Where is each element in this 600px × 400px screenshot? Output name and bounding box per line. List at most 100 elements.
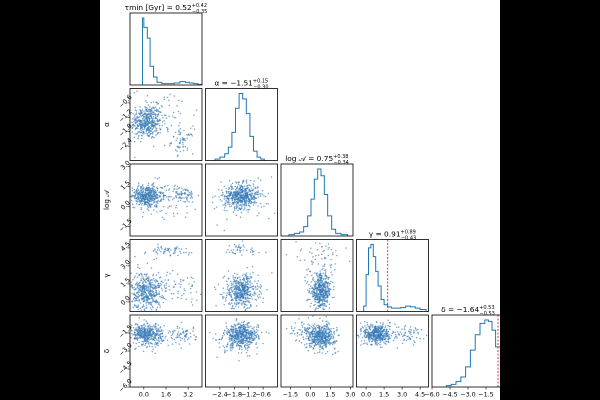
- sample-point: [320, 298, 322, 301]
- sample-point: [149, 281, 151, 283]
- sample-point: [312, 333, 315, 335]
- sample-point: [227, 197, 230, 200]
- sample-point: [314, 300, 317, 303]
- sample-point: [318, 325, 321, 328]
- sample-point: [254, 332, 257, 334]
- sample-point: [331, 281, 334, 283]
- sample-point: [143, 284, 146, 286]
- sample-point: [323, 298, 326, 301]
- sample-point: [231, 199, 234, 201]
- sample-point: [317, 307, 319, 310]
- sample-point: [162, 198, 165, 201]
- sample-point: [174, 184, 176, 187]
- sample-point: [329, 338, 331, 341]
- sample-point: [255, 193, 258, 196]
- sample-point: [323, 282, 325, 284]
- sample-point: [152, 202, 155, 204]
- sample-point: [222, 193, 224, 195]
- sample-point: [251, 341, 253, 344]
- sample-point: [163, 195, 165, 197]
- sample-point: [144, 291, 146, 294]
- sample-point: [240, 300, 242, 302]
- sample-point: [141, 340, 143, 343]
- sample-point: [265, 331, 268, 333]
- sample-point: [176, 145, 178, 147]
- sample-point: [310, 338, 313, 340]
- sample-point: [228, 293, 231, 296]
- sample-point: [232, 211, 235, 213]
- sample-point: [236, 284, 238, 287]
- corner-plot-figure: τmin [Gyr] = 0.52+0.42 −0.35 −2.4 −1.8 −1.2−…: [100, 0, 500, 400]
- sample-point: [173, 215, 175, 217]
- sample-point: [257, 326, 260, 329]
- sample-point: [320, 286, 322, 288]
- sample-point: [314, 344, 317, 346]
- sample-point: [388, 325, 391, 328]
- sample-point: [246, 355, 249, 357]
- sample-point: [177, 99, 180, 102]
- panel-gamma-logA: [280, 239, 354, 312]
- sample-point: [360, 344, 362, 346]
- sample-point: [177, 296, 179, 299]
- sample-point: [153, 136, 155, 139]
- sample-point: [137, 266, 139, 268]
- sample-point: [321, 280, 324, 282]
- sample-point: [150, 101, 153, 104]
- sample-point: [133, 118, 135, 120]
- sample-point: [312, 330, 314, 332]
- sample-point: [155, 203, 158, 206]
- sample-point: [239, 284, 241, 286]
- sample-point: [139, 196, 141, 198]
- sample-point: [261, 193, 264, 196]
- sample-point: [152, 191, 154, 194]
- sample-point: [138, 194, 141, 196]
- sample-point: [317, 326, 320, 329]
- sample-point: [190, 251, 193, 254]
- sample-point: [225, 187, 227, 190]
- sample-point: [214, 288, 217, 291]
- sample-point: [149, 130, 152, 132]
- sample-point: [248, 326, 250, 329]
- sample-point: [234, 324, 237, 327]
- sample-point: [173, 197, 175, 199]
- sample-point: [314, 285, 317, 288]
- sample-point: [209, 331, 211, 334]
- sample-point: [331, 334, 333, 336]
- sample-point: [146, 197, 149, 199]
- sample-point: [138, 295, 140, 298]
- sample-point: [156, 123, 158, 126]
- sample-point: [137, 197, 139, 200]
- sample-point: [168, 188, 171, 190]
- sample-point: [236, 273, 238, 275]
- sample-point: [142, 187, 144, 190]
- sample-point: [131, 292, 133, 295]
- sample-point: [262, 297, 265, 299]
- sample-point: [241, 182, 244, 184]
- sample-point: [227, 331, 230, 334]
- sample-point: [316, 290, 318, 292]
- sample-point: [144, 279, 146, 282]
- sample-point: [177, 187, 180, 190]
- sample-point: [325, 245, 327, 247]
- sample-point: [141, 120, 143, 122]
- sample-point: [180, 278, 182, 281]
- sample-point: [323, 258, 326, 260]
- sample-point: [234, 195, 237, 198]
- sample-point: [232, 281, 235, 283]
- sample-point: [131, 203, 134, 206]
- sample-point: [233, 279, 236, 281]
- sample-point: [366, 342, 368, 344]
- sample-point: [233, 323, 235, 326]
- sample-point: [250, 304, 252, 307]
- sample-point: [143, 122, 146, 125]
- panel-frame: [205, 163, 278, 237]
- sample-point: [132, 206, 134, 209]
- sample-point: [375, 343, 377, 346]
- sample-point: [318, 298, 321, 301]
- sample-point: [192, 327, 195, 329]
- sample-point: [234, 272, 236, 275]
- sample-point: [169, 254, 172, 256]
- x-tick-label-logA: 3.0: [345, 391, 355, 399]
- sample-point: [319, 270, 321, 272]
- sample-point: [148, 121, 150, 123]
